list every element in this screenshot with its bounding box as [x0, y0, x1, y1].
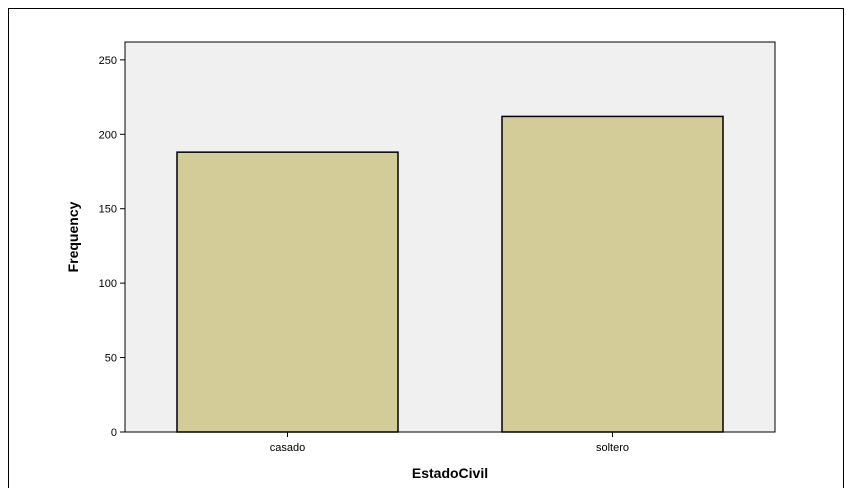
bar-casado — [176, 151, 399, 433]
x-tick-label-casado: casado — [270, 442, 305, 454]
y-tick-label: 100 — [99, 278, 117, 290]
x-tick-label-soltero: soltero — [596, 442, 629, 454]
y-axis-title: Frequency — [65, 201, 81, 272]
y-tick-label: 0 — [111, 427, 117, 439]
y-tick-label: 50 — [105, 353, 117, 365]
y-axis-ticks: 0 50 100 150 200 250 — [99, 55, 125, 439]
y-tick-label: 150 — [99, 204, 117, 216]
chart-frame — [8, 8, 844, 488]
x-axis-title: EstadoCivil — [412, 465, 488, 481]
y-tick-label: 250 — [99, 55, 117, 67]
y-tick-label: 200 — [99, 129, 117, 141]
x-axis-ticks: casado soltero — [270, 432, 629, 454]
bars — [176, 115, 724, 433]
bar-soltero — [501, 115, 724, 433]
